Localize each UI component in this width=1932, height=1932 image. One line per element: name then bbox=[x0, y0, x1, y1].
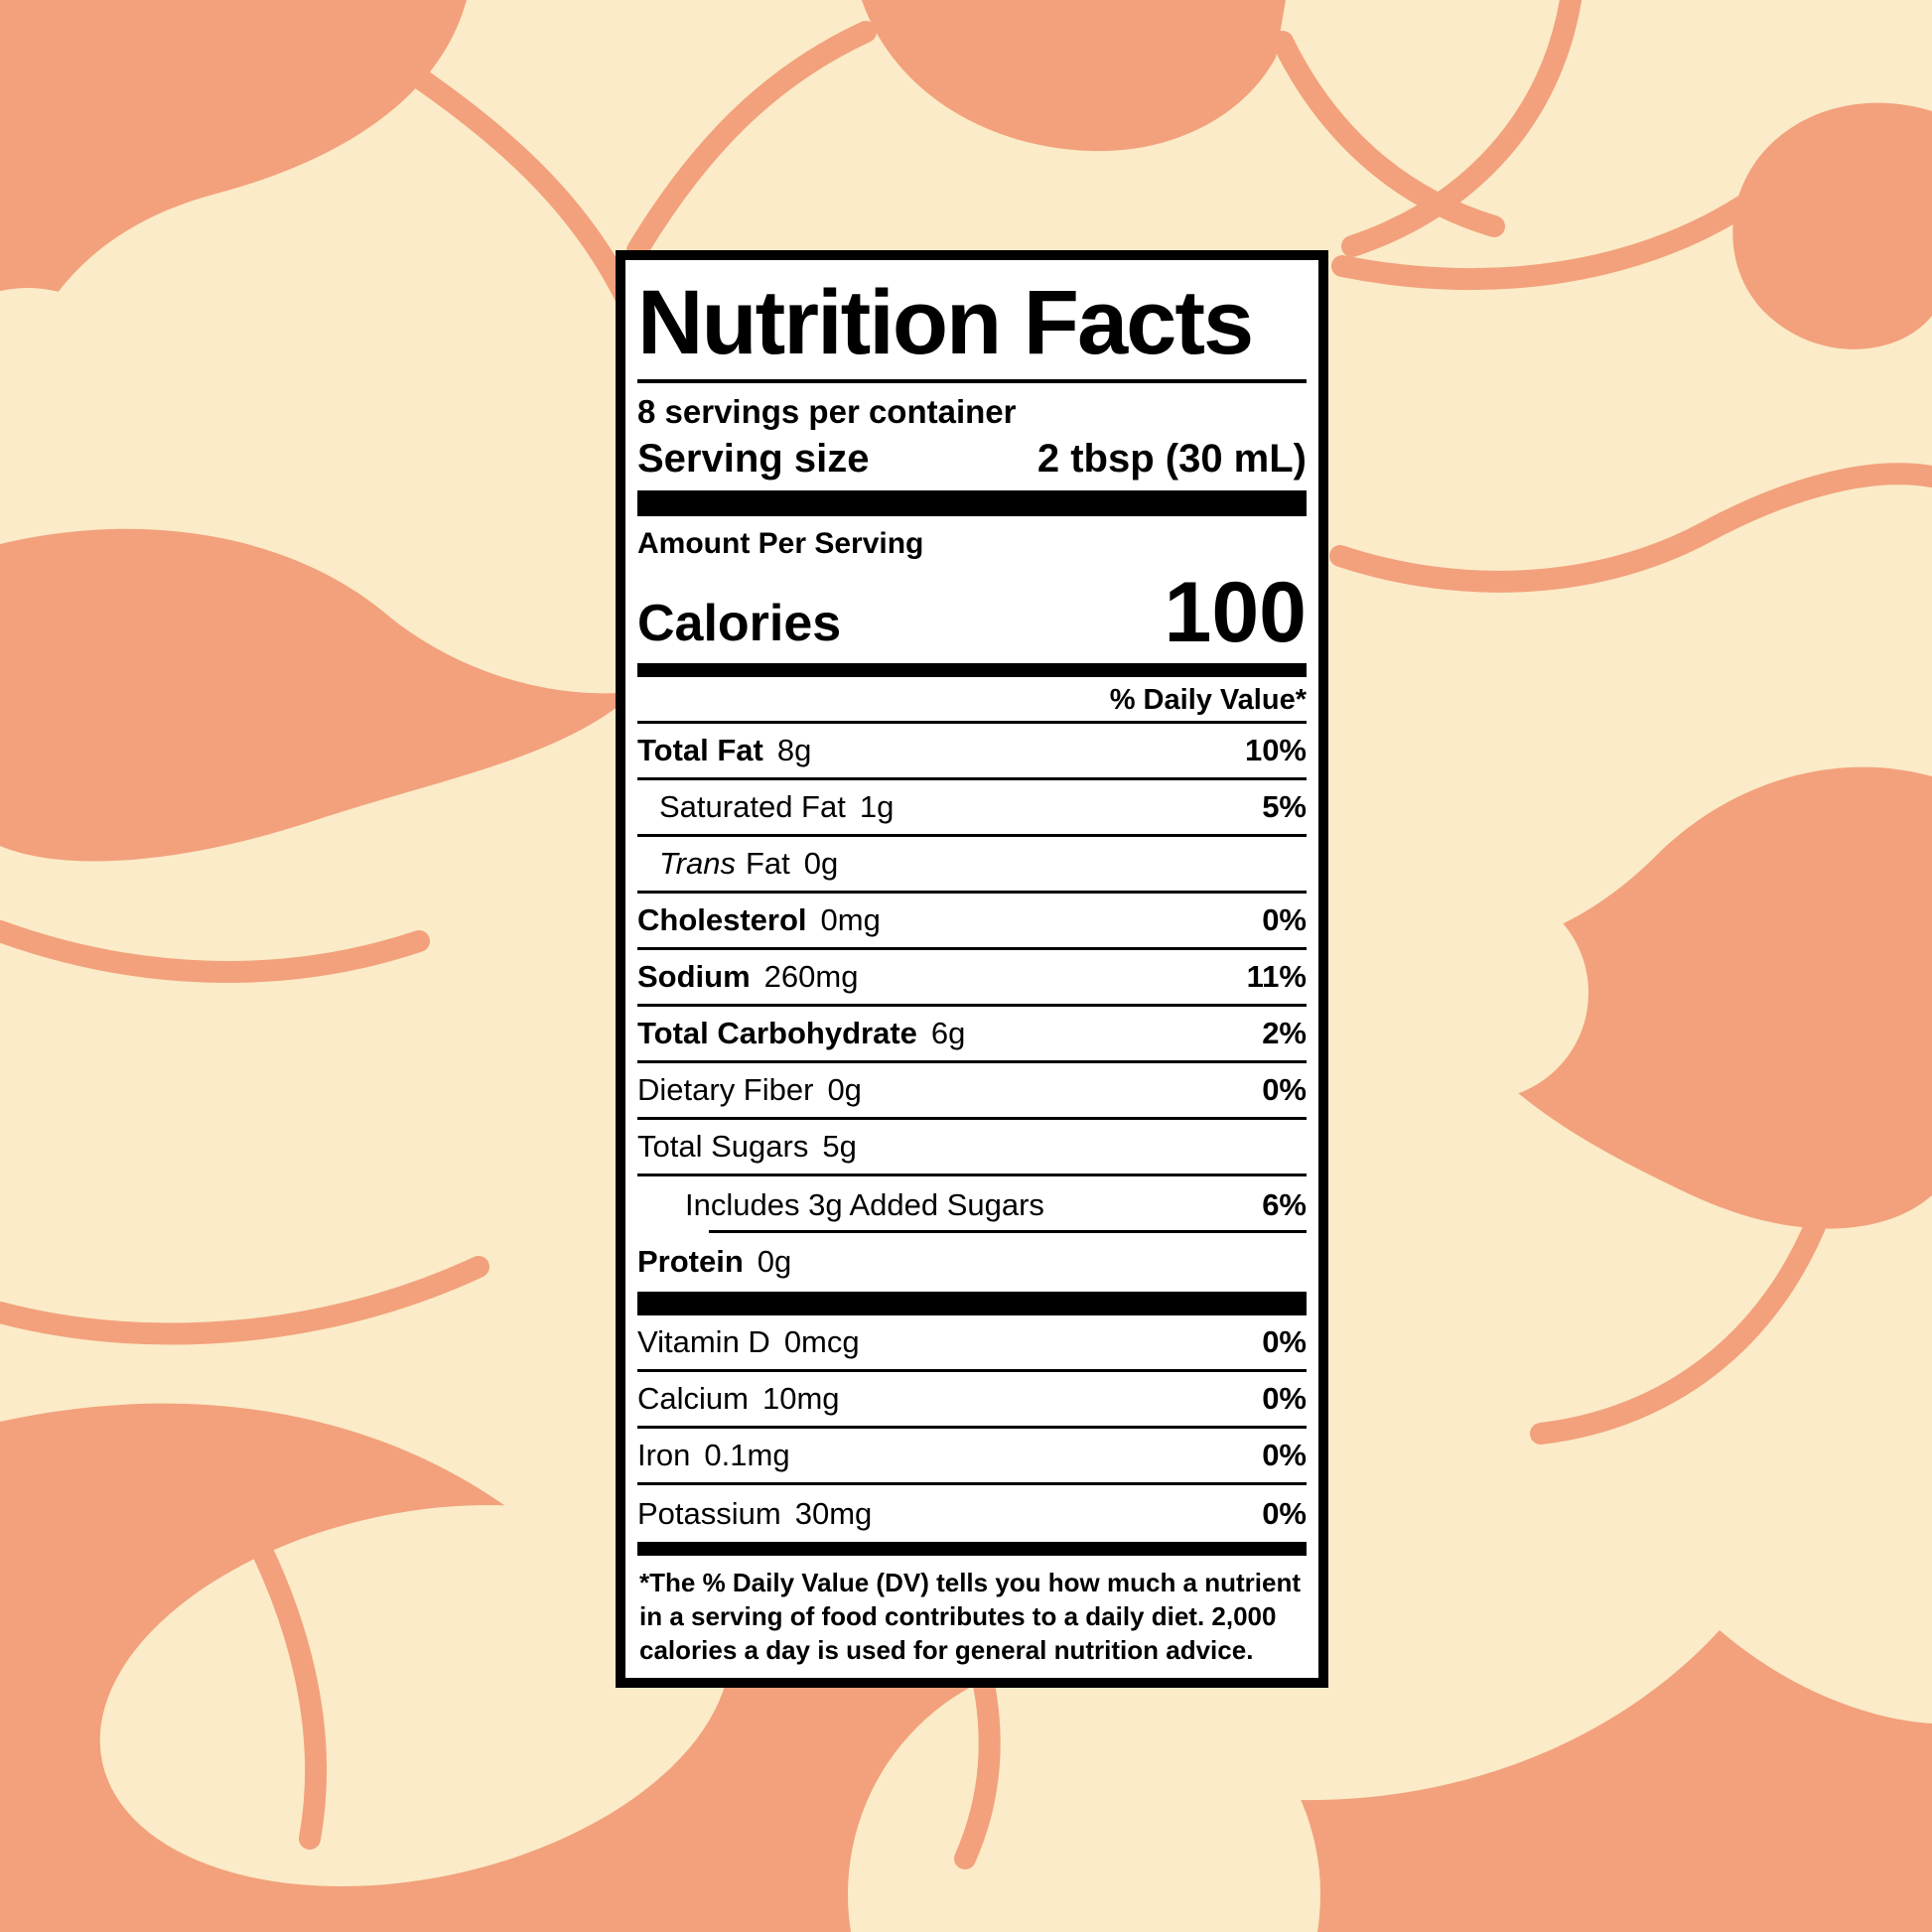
nutrient-row-saturated-fat: Saturated Fat 1g 5% bbox=[637, 780, 1307, 837]
thick-divider-protein bbox=[637, 1292, 1307, 1315]
servings-per-container: 8 servings per container bbox=[637, 393, 1017, 430]
amount-per-serving: Amount Per Serving bbox=[637, 527, 924, 560]
calories-label: Calories bbox=[637, 595, 842, 652]
micronutrient-row-vitamin-d: Vitamin D 0mcg 0% bbox=[637, 1315, 1307, 1372]
cream-cutout-right bbox=[1374, 886, 1588, 1100]
nutrient-row-dietary-fiber: Dietary Fiber 0g 0% bbox=[637, 1063, 1307, 1120]
calories-row: Calories 100 bbox=[637, 564, 1307, 655]
daily-value-footnote: *The % Daily Value (DV) tells you how mu… bbox=[639, 1568, 1302, 1665]
micronutrient-row-potassium: Potassium 30mg 0% bbox=[637, 1495, 1307, 1531]
salmon-leaf-top-right bbox=[1732, 102, 1932, 349]
salmon-curve-topright-b bbox=[1341, 0, 1582, 257]
salmon-blob-top-left bbox=[0, 0, 467, 427]
salmon-blob-right-mid bbox=[1408, 766, 1932, 1229]
serving-size-label: Serving size bbox=[637, 437, 870, 481]
salmon-curve-left-a bbox=[0, 920, 430, 983]
nutrient-row-trans-fat: Trans Fat 0g bbox=[637, 837, 1307, 894]
salmon-curve-right-mid bbox=[1329, 463, 1932, 593]
nutrient-row-sodium: Sodium 260mg 11% bbox=[637, 950, 1307, 1007]
salmon-blob-left-mid bbox=[0, 528, 618, 862]
salmon-curve-topcenter bbox=[626, 21, 877, 261]
nutrition-facts-label: Nutrition Facts 8 servings per container… bbox=[616, 250, 1328, 1688]
salmon-curve-left-b bbox=[0, 1256, 489, 1345]
nutrient-row-total-carbohydrate: Total Carbohydrate 6g 2% bbox=[637, 1007, 1307, 1063]
salmon-curve-topright-c bbox=[1331, 180, 1776, 291]
micronutrient-row-calcium: Calcium 10mg 0% bbox=[637, 1372, 1307, 1429]
salmon-curve-topleft bbox=[384, 51, 639, 314]
thick-divider-top bbox=[637, 490, 1307, 516]
medium-divider-footnote bbox=[637, 1542, 1307, 1556]
medium-divider-calories bbox=[637, 663, 1307, 677]
label-title: Nutrition Facts bbox=[637, 272, 1254, 373]
salmon-curve-right-low bbox=[1530, 930, 1854, 1445]
serving-size-row: Serving size 2 tbsp (30 mL) bbox=[637, 433, 1307, 484]
daily-value-header: % Daily Value* bbox=[637, 679, 1307, 724]
title-divider bbox=[637, 379, 1307, 383]
salmon-curve-bottom-a bbox=[219, 1480, 328, 1850]
cream-cutout-bottom-left bbox=[99, 1504, 731, 1887]
salmon-blob-top-center bbox=[862, 0, 1286, 152]
micronutrient-row-iron: Iron 0.1mg 0% bbox=[637, 1429, 1307, 1485]
nutrient-row-total-sugars: Total Sugars 5g bbox=[637, 1120, 1307, 1176]
nutrient-row-cholesterol: Cholesterol 0mg 0% bbox=[637, 894, 1307, 950]
serving-size-value: 2 tbsp (30 mL) bbox=[1036, 437, 1307, 481]
nutrient-row-protein: Protein 0g bbox=[637, 1243, 792, 1279]
nutrient-row-total-fat: Total Fat 8g 10% bbox=[637, 724, 1307, 780]
calories-value: 100 bbox=[1164, 565, 1308, 660]
salmon-curve-topright-a bbox=[1272, 31, 1505, 237]
nutrient-row-added-sugars: Includes 3g Added Sugars 6% bbox=[637, 1176, 1307, 1233]
